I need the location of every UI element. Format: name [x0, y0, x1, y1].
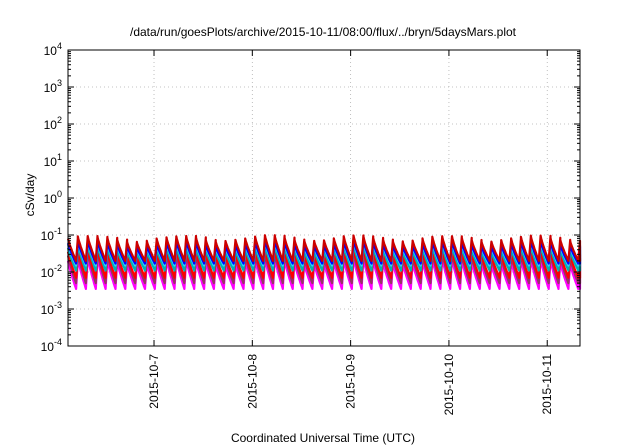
- y-tick-label: 10-2: [41, 263, 62, 280]
- y-tick-label: 102: [44, 115, 62, 132]
- y-tick-label: 10-4: [41, 337, 62, 354]
- grid-lines: [68, 50, 580, 346]
- chart-title: /data/run/goesPlots/archive/2015-10-11/0…: [130, 25, 517, 39]
- series-line: [66, 247, 582, 279]
- y-tick-label: 103: [44, 78, 62, 95]
- x-tick-label: 2015-10-11: [540, 354, 554, 415]
- y-tick-label: 100: [44, 189, 62, 206]
- series-line: [66, 234, 582, 262]
- y-tick-label: 101: [44, 152, 62, 169]
- y-tick-label: 104: [44, 41, 62, 58]
- series-line: [66, 255, 582, 290]
- x-tick-label: 2015-10-7: [147, 354, 161, 409]
- y-axis-label: cSv/day: [23, 174, 37, 217]
- y-tick-label: 10-1: [41, 226, 62, 243]
- x-tick-label: 2015-10-8: [245, 354, 259, 409]
- x-tick-label: 2015-10-9: [344, 354, 358, 409]
- series-line: [66, 250, 582, 285]
- y-axis: 10-4 10-3 10-2 10-1 100 101 102 103 104: [41, 41, 580, 354]
- x-axis: 2015-10-7 2015-10-8 2015-10-9 2015-10-10 201…: [147, 50, 554, 415]
- x-axis-label: Coordinated Universal Time (UTC): [231, 431, 415, 445]
- series-line: [66, 238, 582, 265]
- series-line: [66, 243, 582, 272]
- x-tick-label: 2015-10-10: [442, 354, 456, 416]
- y-tick-label: 10-3: [41, 300, 62, 317]
- data-series: [66, 234, 582, 290]
